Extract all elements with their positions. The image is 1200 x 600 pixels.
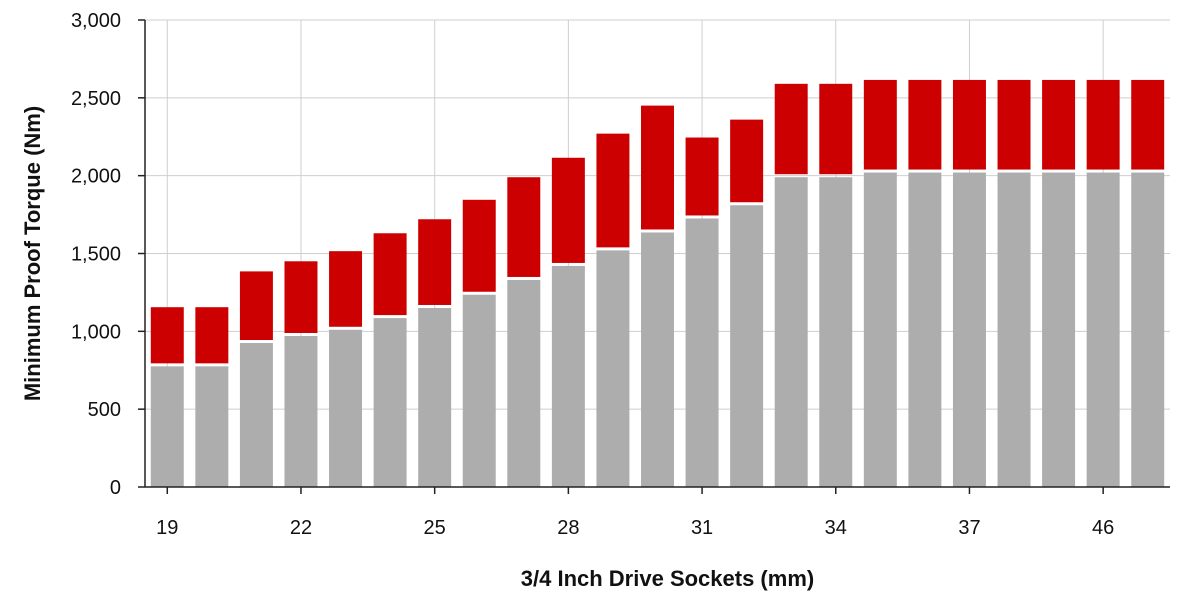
y-tick-label: 500	[88, 399, 121, 421]
bars	[150, 79, 1165, 487]
bar-lower	[774, 177, 808, 487]
x-tick-label: 25	[424, 517, 446, 539]
bar-lower	[195, 366, 229, 487]
bar-lower	[641, 232, 674, 487]
bar-upper	[551, 157, 585, 263]
axes	[138, 19, 1170, 494]
bar-lower	[685, 218, 719, 487]
bar-upper	[1042, 79, 1076, 170]
bar-lower	[908, 172, 942, 487]
bar-upper	[462, 199, 496, 292]
y-tick-label: 0	[110, 477, 121, 499]
bar-upper	[239, 271, 273, 341]
bar-upper	[150, 307, 184, 364]
bar-lower	[819, 177, 853, 487]
bar-lower	[730, 205, 764, 487]
x-tick-label: 19	[156, 517, 178, 539]
x-axis-title: 3/4 Inch Drive Sockets (mm)	[521, 566, 814, 591]
y-axis-title: Minimum Proof Torque (Nm)	[20, 106, 45, 401]
x-tick-label: 31	[691, 517, 713, 539]
tick-labels: 0 500 1,000 1,500 2,000 2,500 3,000 19 22 25 28 31 3…	[71, 10, 1114, 539]
bar-lower	[239, 343, 273, 487]
bar-upper	[730, 119, 764, 203]
bar-lower	[1086, 172, 1120, 487]
bar-lower	[150, 366, 184, 487]
bar-upper	[908, 79, 942, 170]
y-tick-label: 2,500	[71, 88, 121, 110]
x-tick-label: 46	[1092, 517, 1114, 539]
bar-upper	[685, 137, 719, 216]
bar-lower	[462, 294, 496, 487]
x-tick-label: 28	[557, 517, 579, 539]
bar-upper	[195, 307, 229, 364]
bar-lower	[284, 336, 318, 487]
bar-upper	[952, 79, 986, 170]
bar-lower	[551, 265, 585, 487]
x-tick-label: 22	[290, 517, 312, 539]
y-tick-label: 1,000	[71, 321, 121, 343]
bar-lower	[373, 318, 407, 487]
bar-lower	[1131, 172, 1165, 487]
x-tick-label: 34	[825, 517, 847, 539]
bar-lower	[952, 172, 986, 487]
bar-upper	[596, 133, 630, 248]
bar-lower	[507, 279, 541, 487]
bar-lower	[596, 250, 630, 487]
y-tick-label: 1,500	[71, 244, 121, 266]
bar-upper	[418, 219, 452, 305]
bar-upper	[997, 79, 1031, 170]
bar-upper	[329, 251, 363, 327]
bar-lower	[418, 307, 452, 487]
bar-upper	[1086, 79, 1120, 170]
bar-upper	[819, 83, 853, 175]
y-tick-label: 3,000	[71, 10, 121, 32]
bar-upper	[284, 261, 318, 334]
x-tick-label: 37	[958, 517, 980, 539]
bar-upper	[1131, 79, 1165, 170]
bar-lower	[329, 329, 363, 487]
bar-upper	[641, 105, 674, 230]
bar-upper	[507, 177, 541, 277]
y-tick-label: 2,000	[71, 166, 121, 188]
bar-lower	[1042, 172, 1076, 487]
bar-lower	[863, 172, 897, 487]
bar-lower	[997, 172, 1031, 487]
bar-upper	[774, 83, 808, 175]
bar-upper	[373, 233, 407, 316]
bar-upper	[863, 79, 897, 170]
